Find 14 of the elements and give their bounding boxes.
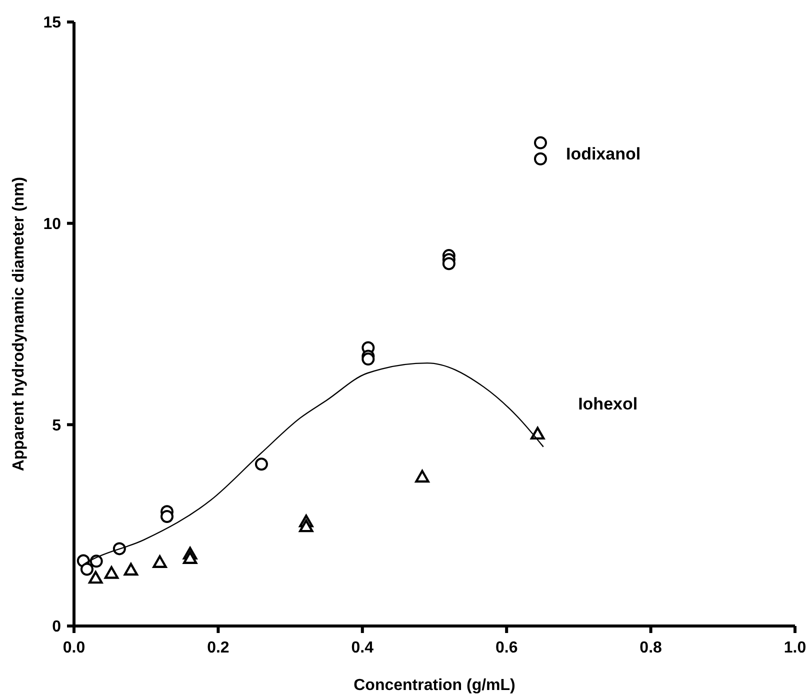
y-tick-label: 10 bbox=[43, 216, 62, 234]
x-tick-label: 1.0 bbox=[784, 639, 806, 656]
y-tick-label: 5 bbox=[52, 417, 62, 434]
x-tick-label: 0.2 bbox=[207, 639, 230, 656]
x-tick-label: 0.6 bbox=[495, 639, 518, 656]
y-tick-label: 15 bbox=[43, 14, 62, 32]
x-tick-label: 0.8 bbox=[640, 639, 662, 656]
series-label: Iodixanol bbox=[566, 144, 641, 164]
x-tick-label: 0.0 bbox=[62, 639, 86, 656]
y-tick-label: 0 bbox=[52, 618, 62, 636]
x-tick-label: 0.4 bbox=[351, 639, 374, 656]
text: Iohexol bbox=[578, 394, 638, 414]
x-axis-title: Concentration (g/mL) bbox=[354, 677, 516, 694]
y-axis-title: Apparent hydrodynamic diameter (nm) bbox=[10, 176, 28, 472]
